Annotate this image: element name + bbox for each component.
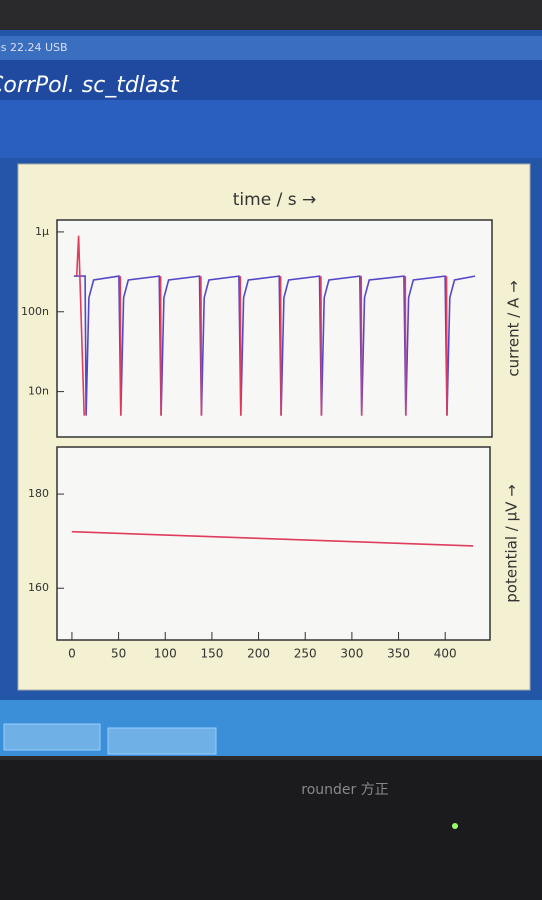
y-tick-label: 10n [28, 385, 49, 398]
x-tick-label: 400 [434, 647, 457, 661]
task-button[interactable] [107, 727, 217, 755]
x-tick-label: 200 [247, 647, 270, 661]
title-bar [0, 60, 542, 100]
y-tick-label: 180 [28, 487, 49, 500]
x-axis-label: time / s → [233, 190, 316, 210]
data-line [75, 235, 448, 416]
x-tick-label: 150 [200, 647, 223, 661]
x-tick-label: 250 [294, 647, 317, 661]
status-bar [0, 36, 542, 60]
x-tick-label: 350 [387, 647, 410, 661]
y-tick-label: 100n [21, 305, 49, 318]
x-tick-label: 300 [340, 647, 363, 661]
x-tick-label: 50 [111, 647, 126, 661]
band [0, 100, 542, 158]
brand: rounder 方正 [301, 782, 388, 798]
y-axis-label: current / A → [505, 280, 523, 376]
plot-area [56, 219, 493, 438]
task-button[interactable] [3, 723, 101, 751]
x-tick-label: 100 [154, 647, 177, 661]
x-tick-label: 0 [68, 647, 76, 661]
status-text: es 22.24 USB [0, 41, 68, 54]
data-line [71, 530, 474, 547]
window-title: CorrPol. sc_tdlast [0, 73, 180, 98]
y-tick-label: 1µ [35, 225, 49, 238]
power-led [452, 823, 458, 829]
y-tick-label: 160 [28, 581, 49, 594]
monitor-bezel [0, 760, 542, 900]
y-axis-label: potential / µV → [503, 484, 521, 602]
